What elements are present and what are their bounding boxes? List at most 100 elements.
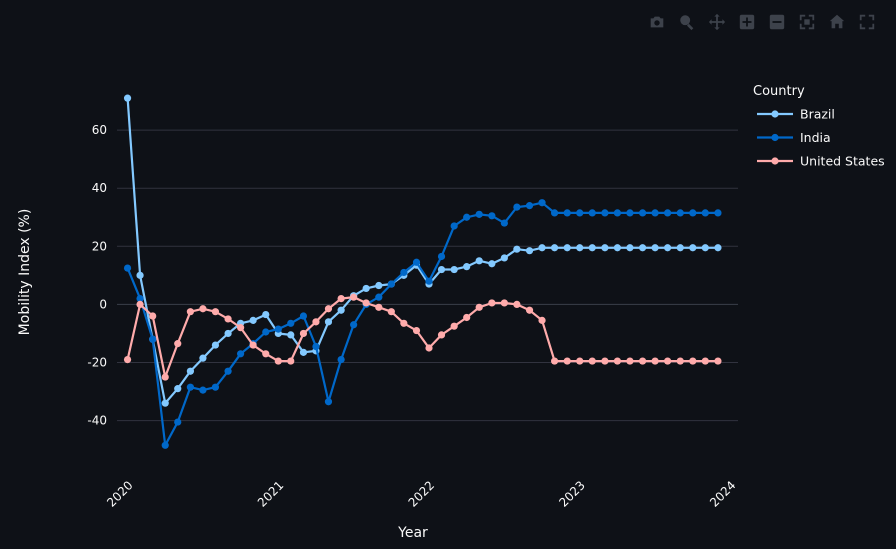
- data-point-united-states[interactable]: [437, 331, 446, 339]
- data-point-united-states[interactable]: [312, 318, 320, 326]
- data-point-india[interactable]: [387, 280, 395, 288]
- data-point-india[interactable]: [425, 277, 433, 285]
- data-point-united-states[interactable]: [613, 357, 622, 365]
- data-point-brazil[interactable]: [488, 260, 496, 268]
- data-point-united-states[interactable]: [425, 344, 433, 352]
- data-point-united-states[interactable]: [236, 324, 245, 332]
- data-point-india[interactable]: [287, 319, 295, 327]
- data-point-united-states[interactable]: [701, 357, 709, 365]
- data-point-brazil[interactable]: [714, 244, 722, 252]
- data-point-united-states[interactable]: [136, 300, 144, 309]
- data-point-united-states[interactable]: [638, 357, 647, 365]
- data-point-brazil[interactable]: [161, 399, 169, 407]
- fullscreen-icon[interactable]: [852, 10, 882, 34]
- data-point-united-states[interactable]: [299, 329, 308, 338]
- data-point-brazil[interactable]: [538, 244, 546, 252]
- data-point-united-states[interactable]: [350, 293, 358, 301]
- data-point-india[interactable]: [274, 325, 282, 333]
- data-point-brazil[interactable]: [437, 265, 446, 274]
- data-point-brazil[interactable]: [588, 244, 596, 252]
- home-icon[interactable]: [822, 10, 852, 34]
- data-point-brazil[interactable]: [563, 244, 571, 252]
- data-point-india[interactable]: [412, 258, 421, 266]
- camera-icon[interactable]: [642, 10, 672, 34]
- autoscale-icon[interactable]: [792, 10, 822, 34]
- data-point-brazil[interactable]: [174, 385, 182, 393]
- data-point-united-states[interactable]: [576, 357, 584, 365]
- data-point-brazil[interactable]: [324, 318, 333, 326]
- data-point-india[interactable]: [613, 209, 622, 217]
- data-point-united-states[interactable]: [324, 305, 333, 313]
- data-point-united-states[interactable]: [211, 308, 220, 316]
- data-point-united-states[interactable]: [199, 305, 207, 313]
- data-point-brazil[interactable]: [450, 265, 458, 274]
- data-point-united-states[interactable]: [676, 357, 684, 365]
- data-point-united-states[interactable]: [450, 322, 458, 330]
- data-point-india[interactable]: [262, 328, 270, 336]
- data-point-brazil[interactable]: [249, 316, 257, 324]
- data-point-united-states[interactable]: [412, 326, 421, 335]
- data-point-brazil[interactable]: [186, 367, 195, 375]
- data-point-brazil[interactable]: [463, 263, 471, 271]
- data-point-united-states[interactable]: [538, 316, 546, 324]
- data-point-india[interactable]: [123, 264, 132, 272]
- data-point-india[interactable]: [563, 209, 571, 217]
- data-point-india[interactable]: [463, 213, 471, 221]
- data-point-india[interactable]: [299, 312, 308, 320]
- data-point-united-states[interactable]: [149, 312, 157, 320]
- data-point-united-states[interactable]: [123, 356, 132, 364]
- data-point-brazil[interactable]: [626, 244, 634, 252]
- data-point-brazil[interactable]: [123, 94, 132, 102]
- data-point-brazil[interactable]: [136, 271, 144, 279]
- data-point-brazil[interactable]: [500, 254, 508, 262]
- data-point-brazil[interactable]: [287, 331, 295, 339]
- data-point-india[interactable]: [488, 212, 496, 220]
- data-point-united-states[interactable]: [601, 357, 609, 365]
- data-point-india[interactable]: [651, 209, 659, 217]
- zoom-icon[interactable]: [672, 10, 702, 34]
- data-point-brazil[interactable]: [601, 244, 609, 252]
- data-point-india[interactable]: [186, 383, 195, 391]
- data-point-united-states[interactable]: [651, 357, 659, 365]
- data-point-brazil[interactable]: [576, 244, 584, 252]
- data-point-brazil[interactable]: [299, 348, 308, 356]
- data-point-brazil[interactable]: [224, 329, 232, 338]
- data-point-brazil[interactable]: [664, 244, 672, 252]
- data-point-united-states[interactable]: [161, 373, 169, 381]
- data-point-india[interactable]: [375, 293, 383, 301]
- data-point-india[interactable]: [513, 203, 521, 211]
- data-point-india[interactable]: [199, 386, 207, 394]
- data-point-brazil[interactable]: [211, 341, 220, 349]
- data-point-india[interactable]: [689, 209, 697, 217]
- data-point-india[interactable]: [475, 210, 483, 218]
- data-point-india[interactable]: [400, 268, 408, 277]
- zoom-in-icon[interactable]: [732, 10, 762, 34]
- data-point-united-states[interactable]: [400, 319, 408, 327]
- data-point-india[interactable]: [136, 294, 144, 303]
- data-point-united-states[interactable]: [287, 357, 295, 365]
- data-point-united-states[interactable]: [274, 357, 282, 365]
- data-point-india[interactable]: [350, 321, 358, 329]
- data-point-india[interactable]: [538, 199, 546, 207]
- data-point-brazil[interactable]: [475, 257, 483, 265]
- data-point-india[interactable]: [174, 418, 182, 426]
- data-point-india[interactable]: [601, 209, 609, 217]
- data-point-united-states[interactable]: [500, 299, 508, 307]
- data-point-united-states[interactable]: [714, 357, 722, 365]
- data-point-india[interactable]: [626, 209, 634, 217]
- legend-item-united-states[interactable]: United States: [757, 154, 885, 169]
- data-point-india[interactable]: [701, 209, 709, 217]
- data-point-india[interactable]: [211, 383, 220, 391]
- data-point-india[interactable]: [638, 209, 647, 217]
- data-point-united-states[interactable]: [513, 300, 521, 309]
- data-point-india[interactable]: [236, 350, 245, 358]
- legend[interactable]: Country Brazil India United States: [753, 84, 885, 169]
- data-point-india[interactable]: [437, 252, 446, 261]
- data-point-united-states[interactable]: [525, 306, 534, 314]
- legend-item-brazil[interactable]: Brazil: [757, 107, 835, 122]
- data-point-brazil[interactable]: [513, 245, 521, 253]
- data-point-india[interactable]: [550, 209, 559, 217]
- data-point-brazil[interactable]: [337, 306, 345, 314]
- data-point-united-states[interactable]: [626, 357, 634, 365]
- data-point-united-states[interactable]: [224, 315, 232, 323]
